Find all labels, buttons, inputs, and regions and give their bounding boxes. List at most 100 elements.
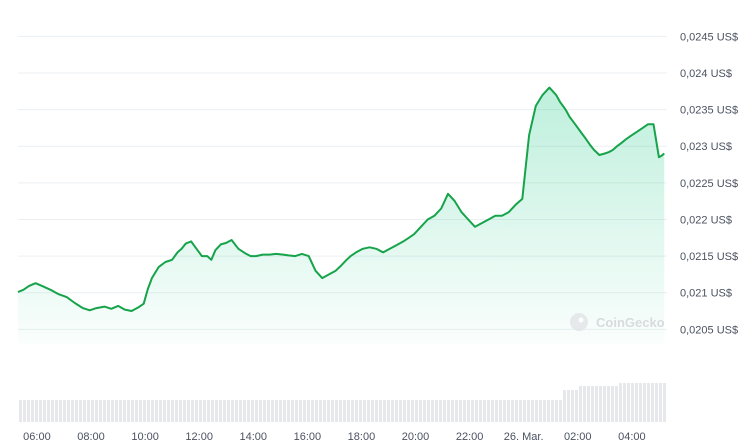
volume-bar xyxy=(219,400,222,422)
volume-bar xyxy=(467,400,470,422)
volume-bar xyxy=(35,400,38,422)
volume-bar xyxy=(443,400,446,422)
y-tick-label: 0,022 US$ xyxy=(680,214,732,226)
volume-bar xyxy=(379,400,382,422)
volume-bar xyxy=(195,400,198,422)
volume-bar xyxy=(311,400,314,422)
volume-bar xyxy=(103,400,106,422)
volume-bar xyxy=(587,386,590,422)
volume-bar xyxy=(347,400,350,422)
volume-bar xyxy=(335,400,338,422)
volume-bar xyxy=(363,400,366,422)
volume-bar xyxy=(471,400,474,422)
volume-bar xyxy=(455,400,458,422)
y-tick-label: 0,0245 US$ xyxy=(680,31,738,43)
volume-bar xyxy=(431,400,434,422)
volume-bar xyxy=(451,400,454,422)
volume-bar xyxy=(427,400,430,422)
volume-bar xyxy=(99,400,102,422)
x-tick-label: 18:00 xyxy=(348,431,376,443)
x-tick-label: 26. Mar. xyxy=(504,431,544,443)
volume-bar xyxy=(571,390,574,422)
volume-bar xyxy=(91,400,94,422)
volume-bar xyxy=(535,400,538,422)
volume-bar xyxy=(415,400,418,422)
volume-bar xyxy=(19,400,22,422)
volume-bar xyxy=(303,400,306,422)
volume-bar xyxy=(447,400,450,422)
volume-bar xyxy=(155,400,158,422)
volume-bar xyxy=(531,400,534,422)
volume-bar xyxy=(527,400,530,422)
volume-bar xyxy=(191,400,194,422)
volume-bar xyxy=(107,400,110,422)
volume-bar xyxy=(563,390,566,422)
volume-bar xyxy=(539,400,542,422)
x-tick-label: 10:00 xyxy=(131,431,159,443)
volume-bar xyxy=(83,400,86,422)
volume-bar xyxy=(135,400,138,422)
volume-bar xyxy=(159,400,162,422)
volume-bar xyxy=(147,400,150,422)
x-tick-label: 08:00 xyxy=(77,431,105,443)
volume-bar xyxy=(175,400,178,422)
volume-bar xyxy=(227,400,230,422)
volume-bar xyxy=(95,400,98,422)
x-tick-label: 16:00 xyxy=(294,431,322,443)
volume-bar xyxy=(663,383,666,422)
volume-bar xyxy=(171,400,174,422)
volume-bar xyxy=(179,400,182,422)
volume-bar xyxy=(139,400,142,422)
volume-bar xyxy=(199,400,202,422)
volume-bar xyxy=(115,400,118,422)
coingecko-logo-eye-icon xyxy=(578,317,584,323)
volume-bar xyxy=(507,400,510,422)
volume-bar xyxy=(23,400,26,422)
volume-bar xyxy=(295,400,298,422)
volume-bar xyxy=(519,400,522,422)
volume-bar xyxy=(223,400,226,422)
volume-bar xyxy=(39,400,42,422)
volume-bars xyxy=(19,383,666,422)
volume-bar xyxy=(27,400,30,422)
volume-bar xyxy=(251,400,254,422)
y-tick-label: 0,0205 US$ xyxy=(680,324,738,336)
x-tick-label: 22:00 xyxy=(456,431,484,443)
volume-bar xyxy=(439,400,442,422)
x-tick-label: 02:00 xyxy=(564,431,592,443)
volume-bar xyxy=(267,400,270,422)
volume-bar xyxy=(67,400,70,422)
volume-bar xyxy=(575,390,578,422)
volume-bar xyxy=(595,386,598,422)
volume-bar xyxy=(499,400,502,422)
volume-bar xyxy=(579,386,582,422)
volume-bar xyxy=(583,386,586,422)
volume-bar xyxy=(487,400,490,422)
volume-bar xyxy=(627,383,630,422)
volume-bar xyxy=(47,400,50,422)
volume-bar xyxy=(391,400,394,422)
price-line xyxy=(17,86,665,312)
volume-bar xyxy=(299,400,302,422)
volume-bar xyxy=(383,400,386,422)
volume-bar xyxy=(163,400,166,422)
volume-bar xyxy=(51,400,54,422)
volume-bar xyxy=(615,386,618,422)
volume-bar xyxy=(243,400,246,422)
volume-bar xyxy=(611,386,614,422)
volume-bar xyxy=(407,400,410,422)
volume-bar xyxy=(211,400,214,422)
volume-bar xyxy=(359,400,362,422)
volume-bar xyxy=(623,383,626,422)
volume-bar xyxy=(375,400,378,422)
y-tick-label: 0,0225 US$ xyxy=(680,178,738,190)
volume-bar xyxy=(327,400,330,422)
volume-bar xyxy=(435,400,438,422)
price-area-fill xyxy=(18,87,665,344)
volume-bar xyxy=(551,400,554,422)
volume-bar xyxy=(183,400,186,422)
volume-bar xyxy=(463,400,466,422)
volume-bar xyxy=(651,383,654,422)
volume-bar xyxy=(503,400,506,422)
